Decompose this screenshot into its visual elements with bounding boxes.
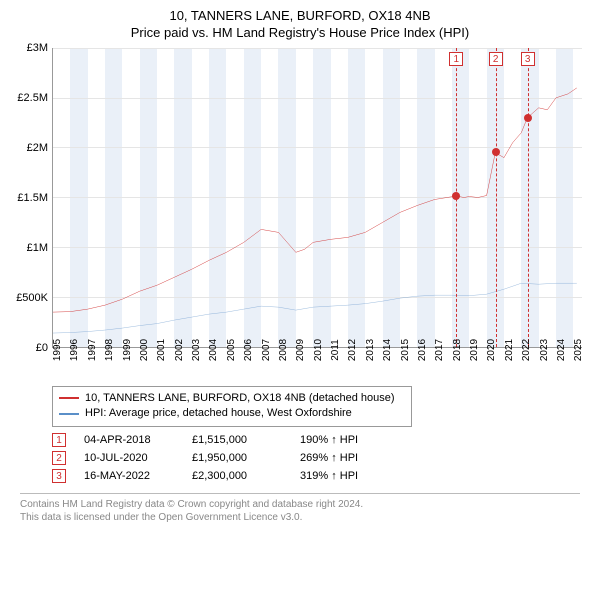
transaction-price: £1,950,000 <box>192 452 282 464</box>
series-price_paid <box>53 88 577 312</box>
marker-box: 2 <box>489 52 503 66</box>
footer-line2: This data is licensed under the Open Gov… <box>20 511 580 524</box>
legend-item: HPI: Average price, detached house, West… <box>59 406 405 421</box>
title-subtitle: Price paid vs. HM Land Registry's House … <box>10 25 590 42</box>
marker-point <box>492 148 500 156</box>
transaction-price: £2,300,000 <box>192 470 282 482</box>
legend-label: HPI: Average price, detached house, West… <box>85 406 352 421</box>
transaction-date: 10-JUL-2020 <box>84 452 174 464</box>
chart-area: £0£500K£1M£1.5M£2M£2.5M£3M 123 199519961… <box>10 48 590 378</box>
x-axis: 1995199619971998199920002001200220032004… <box>52 348 582 378</box>
transaction-pct: 319% ↑ HPI <box>300 470 358 482</box>
chart-container: 10, TANNERS LANE, BURFORD, OX18 4NB Pric… <box>0 0 600 590</box>
transaction-date: 16-MAY-2022 <box>84 470 174 482</box>
transaction-date: 04-APR-2018 <box>84 434 174 446</box>
title-address: 10, TANNERS LANE, BURFORD, OX18 4NB <box>10 8 590 25</box>
transaction-row: 2 10-JUL-2020 £1,950,000 269% ↑ HPI <box>52 451 590 465</box>
y-tick-label: £1M <box>27 242 48 254</box>
transaction-row: 3 16-MAY-2022 £2,300,000 319% ↑ HPI <box>52 469 590 483</box>
legend-item: 10, TANNERS LANE, BURFORD, OX18 4NB (det… <box>59 391 405 406</box>
title-block: 10, TANNERS LANE, BURFORD, OX18 4NB Pric… <box>10 8 590 42</box>
footer-attribution: Contains HM Land Registry data © Crown c… <box>20 493 580 524</box>
legend-swatch <box>59 397 79 399</box>
transaction-pct: 269% ↑ HPI <box>300 452 358 464</box>
legend-box: 10, TANNERS LANE, BURFORD, OX18 4NB (det… <box>52 386 412 427</box>
y-tick-label: £3M <box>27 42 48 54</box>
marker-line <box>528 48 529 347</box>
transaction-price: £1,515,000 <box>192 434 282 446</box>
y-tick-label: £1.5M <box>17 192 48 204</box>
line-layer <box>53 48 582 347</box>
y-tick-label: £500K <box>16 292 48 304</box>
transaction-row: 1 04-APR-2018 £1,515,000 190% ↑ HPI <box>52 433 590 447</box>
transaction-marker: 1 <box>52 433 66 447</box>
series-hpi <box>53 283 577 333</box>
legend-label: 10, TANNERS LANE, BURFORD, OX18 4NB (det… <box>85 391 395 406</box>
x-tick-label: 2025 <box>573 339 600 361</box>
transaction-marker: 2 <box>52 451 66 465</box>
plot-area: 1 2 3 <box>52 48 582 348</box>
legend-swatch <box>59 413 79 415</box>
marker-line <box>496 48 497 347</box>
footer-line1: Contains HM Land Registry data © Crown c… <box>20 498 580 511</box>
y-tick-label: £0 <box>36 342 48 354</box>
transaction-pct: 190% ↑ HPI <box>300 434 358 446</box>
marker-point <box>524 114 532 122</box>
marker-box: 3 <box>521 52 535 66</box>
transaction-marker: 3 <box>52 469 66 483</box>
y-axis: £0£500K£1M£1.5M£2M£2.5M£3M <box>10 48 52 348</box>
marker-point <box>452 192 460 200</box>
y-tick-label: £2M <box>27 142 48 154</box>
y-tick-label: £2.5M <box>17 92 48 104</box>
transactions-table: 1 04-APR-2018 £1,515,000 190% ↑ HPI 2 10-JUL-… <box>52 433 590 483</box>
marker-box: 1 <box>449 52 463 66</box>
